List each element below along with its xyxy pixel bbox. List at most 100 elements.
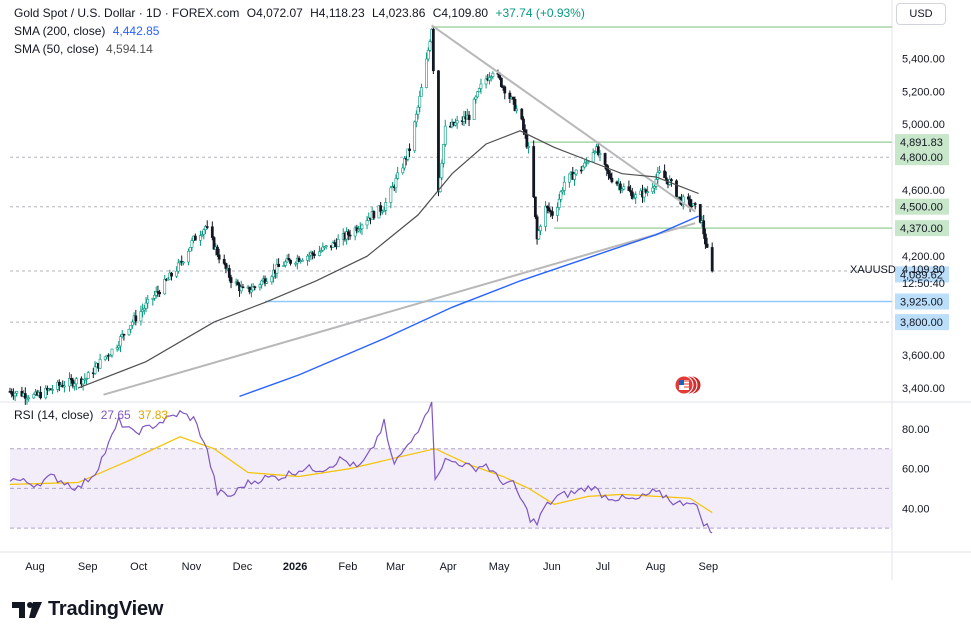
price-tag-label: 4,370.00 — [900, 223, 943, 235]
candle-body — [187, 250, 190, 263]
last-price-label: 4,109.80 — [902, 264, 945, 276]
price-tag-label: 4,500.00 — [900, 202, 943, 214]
candle-body — [511, 96, 515, 100]
candle-body — [151, 297, 155, 300]
candle-body — [127, 328, 131, 336]
candle-body — [98, 359, 102, 369]
candle-body — [669, 179, 673, 182]
candle-body — [69, 378, 73, 381]
candle-body — [365, 220, 369, 226]
candle-body — [258, 284, 262, 288]
candle-body — [438, 177, 442, 192]
candle-body — [581, 166, 585, 171]
candle-body — [270, 276, 274, 283]
candle-body — [477, 88, 481, 92]
candle-body — [442, 144, 445, 164]
candle-body — [175, 270, 179, 277]
currency-button[interactable]: USD — [896, 3, 946, 25]
time-axis-label: Oct — [130, 561, 147, 573]
candle-body — [651, 187, 655, 193]
candle-body — [693, 203, 697, 205]
price-tag-label: 4,800.00 — [900, 152, 943, 164]
candle-body — [523, 129, 527, 135]
price-tag-label: 4,089.62 — [900, 269, 943, 281]
candle-body — [103, 356, 107, 360]
candle-body — [119, 336, 122, 347]
time-axis-label: Dec — [233, 561, 253, 573]
candle-body — [484, 78, 488, 85]
candle-body — [559, 191, 563, 200]
sma200-value: 4,442.85 — [112, 24, 160, 38]
candle-body — [188, 247, 192, 252]
price-axis-label: 5,200.00 — [902, 86, 945, 98]
candle-body — [360, 224, 364, 229]
candle-body — [622, 186, 626, 190]
candle-body — [353, 227, 357, 237]
candle-body — [108, 354, 112, 357]
candle-body — [331, 242, 335, 248]
candle-body — [632, 197, 636, 200]
candle-body — [222, 258, 226, 264]
candle-body — [525, 133, 529, 148]
candle-body — [15, 390, 19, 394]
candle-body — [610, 177, 614, 183]
candle-body — [282, 265, 286, 267]
candle-body — [574, 169, 578, 175]
candle-body — [646, 191, 649, 194]
candle-body — [321, 246, 325, 251]
sma50-value: 4,594.14 — [106, 42, 153, 56]
symbol-label: XAUUSD — [850, 264, 896, 276]
price-tag-background — [895, 198, 949, 215]
candle-body — [664, 177, 668, 180]
candle-body — [437, 70, 440, 192]
candle-body — [663, 170, 666, 179]
candle-body — [579, 169, 583, 172]
candle-body — [454, 122, 457, 126]
candle-body — [455, 120, 459, 124]
candle-body — [567, 173, 571, 183]
candle-body — [413, 121, 417, 151]
candle-body — [583, 162, 587, 168]
candle-body — [522, 118, 525, 130]
candle-body — [144, 302, 148, 309]
price-tags: 4,891.83 4,800.00 4,500.00 4,370.00 4,089.62… — [850, 134, 949, 331]
candle-body — [93, 366, 97, 374]
candle-body — [277, 263, 281, 267]
candle-body — [618, 183, 622, 191]
candle-body — [216, 246, 219, 256]
candle-body — [297, 257, 301, 262]
candle-body — [586, 161, 590, 164]
candle-body — [170, 272, 173, 277]
candle-body — [129, 324, 133, 330]
candle-body — [204, 226, 207, 231]
candle-body — [403, 158, 406, 169]
candle-body — [380, 211, 384, 213]
sma200-legend[interactable]: SMA (200, close) 4,442.85 — [14, 24, 163, 38]
high-value: H4,118.23 — [310, 6, 365, 20]
candle-body — [705, 243, 709, 248]
candle-body — [357, 229, 360, 232]
candle-body — [229, 277, 233, 283]
candle-body — [710, 247, 714, 272]
candle-body — [154, 291, 158, 296]
candle-body — [32, 394, 36, 399]
candle-body — [615, 181, 619, 185]
candle-body — [532, 146, 536, 198]
candle-body — [333, 242, 337, 244]
price-tag-background — [895, 314, 949, 331]
candle-body — [287, 258, 291, 261]
rsi-legend[interactable]: RSI (14, close) 27.65 37.83 — [14, 408, 172, 422]
candle-body — [210, 226, 214, 238]
trendline — [103, 222, 696, 396]
candle-body — [86, 372, 90, 379]
time-axis-label: Sep — [699, 561, 719, 573]
candle-body — [348, 234, 352, 237]
candle-body — [533, 196, 537, 218]
price-axis-label: 4,600.00 — [902, 185, 945, 197]
candle-body — [199, 235, 202, 241]
tradingview-logo[interactable]: TradingView — [12, 598, 163, 621]
candle-body — [535, 216, 539, 240]
sma50-legend[interactable]: SMA (50, close) 4,594.14 — [14, 42, 157, 56]
candle-body — [23, 393, 27, 399]
